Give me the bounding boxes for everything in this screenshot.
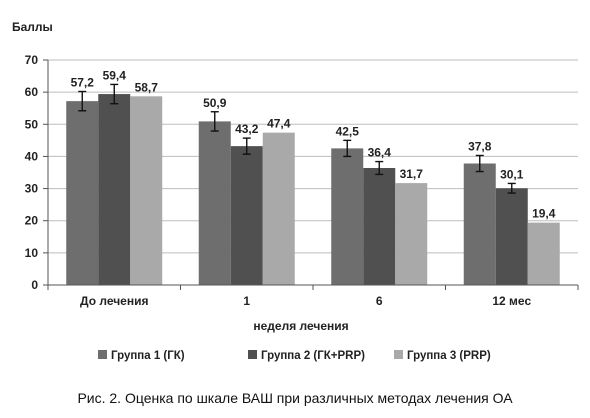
y-tick-label: 10 (25, 246, 39, 260)
data-label: 36,4 (368, 146, 392, 160)
legend-label: Группа 3 (PRP) (407, 350, 491, 362)
bar (230, 146, 263, 285)
data-label: 50,9 (203, 96, 227, 110)
bar (495, 188, 528, 285)
legend-label: Группа 2 (ГК+PRP) (261, 350, 365, 362)
legend: Группа 1 (ГК) Группа 2 (ГК+PRP) Группа 3 (… (98, 350, 491, 362)
y-tick-label: 60 (25, 85, 39, 99)
y-tick-label: 70 (25, 53, 39, 67)
y-axis-title: Баллы (12, 20, 53, 34)
y-tick-label: 40 (25, 149, 39, 163)
bar (98, 94, 131, 285)
bar (527, 222, 560, 285)
data-label: 30,1 (500, 167, 524, 181)
x-tick-label: 12 мес (492, 294, 531, 308)
legend-swatch (248, 350, 257, 359)
data-label: 42,5 (336, 124, 360, 138)
y-tick-label: 50 (25, 117, 39, 131)
bar (395, 183, 428, 285)
x-tick-label: До лечения (80, 294, 148, 308)
data-label: 37,8 (468, 139, 492, 153)
y-tick-label: 30 (25, 182, 39, 196)
bar (331, 148, 364, 285)
bars (66, 94, 560, 286)
error-bars (78, 83, 516, 194)
figure-caption: Рис. 2. Оценка по шкале ВАШ при различны… (77, 390, 513, 406)
data-label: 43,2 (235, 122, 259, 136)
data-label: 19,4 (532, 207, 556, 221)
value-labels: 57,2 59,4 58,7 50,9 43,2 47,4 42,5 36,4 31,7 37,8… (71, 68, 556, 220)
bar (463, 163, 496, 285)
bar (66, 101, 99, 286)
bar (363, 168, 396, 285)
y-tick-label: 20 (25, 214, 39, 228)
data-label: 31,7 (400, 167, 424, 181)
bar (262, 132, 295, 285)
legend-swatch (394, 350, 403, 359)
bar (130, 96, 163, 285)
data-label: 57,2 (71, 76, 95, 90)
x-axis-title: неделя лечения (253, 319, 348, 333)
legend-label: Группа 1 (ГК) (111, 350, 185, 362)
data-label: 58,7 (135, 80, 159, 94)
axes: 0 10 20 30 40 50 60 70 До лечения 1 6 12 мес (25, 53, 579, 308)
y-tick-label: 0 (31, 278, 38, 292)
x-tick-label: 1 (243, 294, 250, 308)
data-label: 47,4 (267, 117, 291, 131)
x-tick-label: 6 (376, 294, 383, 308)
bar (198, 121, 231, 286)
legend-swatch (98, 350, 107, 359)
data-label: 59,4 (103, 68, 127, 82)
